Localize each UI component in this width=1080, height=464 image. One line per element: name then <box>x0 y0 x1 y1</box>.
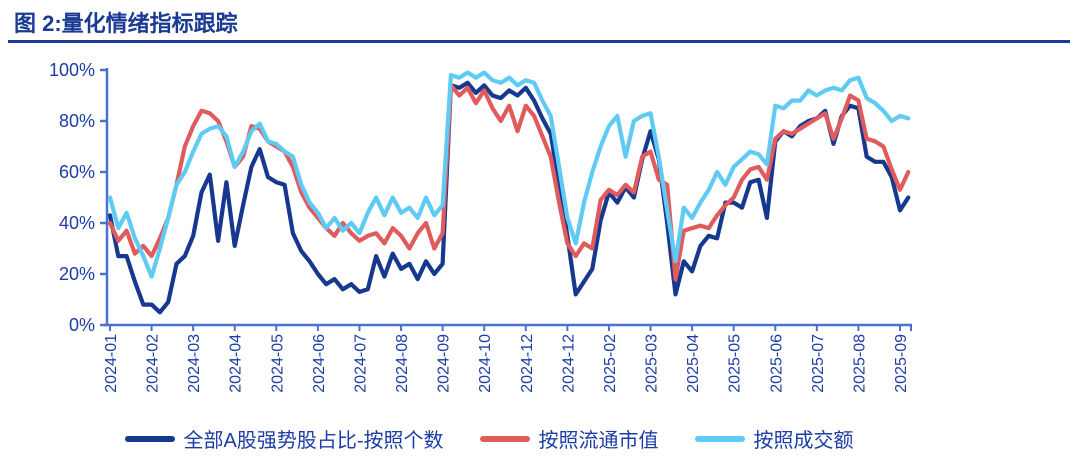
legend-item-by-float-cap: 按照流通市值 <box>479 424 659 453</box>
x-tick-label: 2024-09 <box>436 334 453 393</box>
x-tick-label: 2024-03 <box>186 334 203 393</box>
x-tick-label: 2025-05 <box>727 334 744 393</box>
y-tick-label: 60% <box>59 162 95 182</box>
y-tick-label: 40% <box>59 213 95 233</box>
x-tick-label: 2024-12 <box>560 334 577 393</box>
x-tick-label: 2025-09 <box>893 334 910 393</box>
x-tick-label: 2024-07 <box>352 334 369 393</box>
x-tick-label: 2025-07 <box>810 334 827 393</box>
y-tick-label: 0% <box>69 315 95 335</box>
chart-legend: 全部A股强势股占比-按照个数 按照流通市值 按照成交额 <box>0 424 1029 453</box>
x-tick-label: 2024-06 <box>311 334 328 393</box>
y-tick-label: 100% <box>49 60 95 80</box>
x-tick-label: 2025-02 <box>602 334 619 393</box>
legend-swatch-navy-line <box>124 435 175 442</box>
x-tick-label: 2024-01 <box>103 334 120 393</box>
title-rule-divider <box>8 40 1070 43</box>
legend-label: 全部A股强势股占比-按照个数 <box>183 430 444 452</box>
x-tick-label: 2024-12 <box>519 334 536 393</box>
x-tick-label: 2025-06 <box>768 334 785 393</box>
legend-item-by-count: 全部A股强势股占比-按照个数 <box>124 424 444 453</box>
x-tick-label: 2025-04 <box>685 334 702 393</box>
y-tick-label: 80% <box>59 111 95 131</box>
legend-swatch-red-line <box>479 435 530 442</box>
legend-label: 按照成交额 <box>753 430 854 452</box>
series-line-2 <box>107 70 911 279</box>
x-tick-label: 2025-03 <box>644 334 661 393</box>
x-tick-label: 2024-05 <box>269 334 286 393</box>
legend-label: 按照流通市值 <box>538 430 659 452</box>
x-tick-label: 2024-04 <box>228 334 245 393</box>
x-tick-label: 2024-02 <box>145 334 162 393</box>
x-tick-label: 2024-08 <box>394 334 411 393</box>
x-tick-label: 2025-08 <box>851 334 868 393</box>
legend-item-by-turnover: 按照成交额 <box>694 424 854 453</box>
x-tick-label: 2024-10 <box>477 334 494 393</box>
page-title: 图 2:量化情绪指标跟踪 <box>14 11 238 36</box>
legend-swatch-lightblue-line <box>694 435 745 442</box>
y-tick-label: 20% <box>59 264 95 284</box>
series-line-0 <box>107 80 911 315</box>
series-line-1 <box>107 83 911 282</box>
